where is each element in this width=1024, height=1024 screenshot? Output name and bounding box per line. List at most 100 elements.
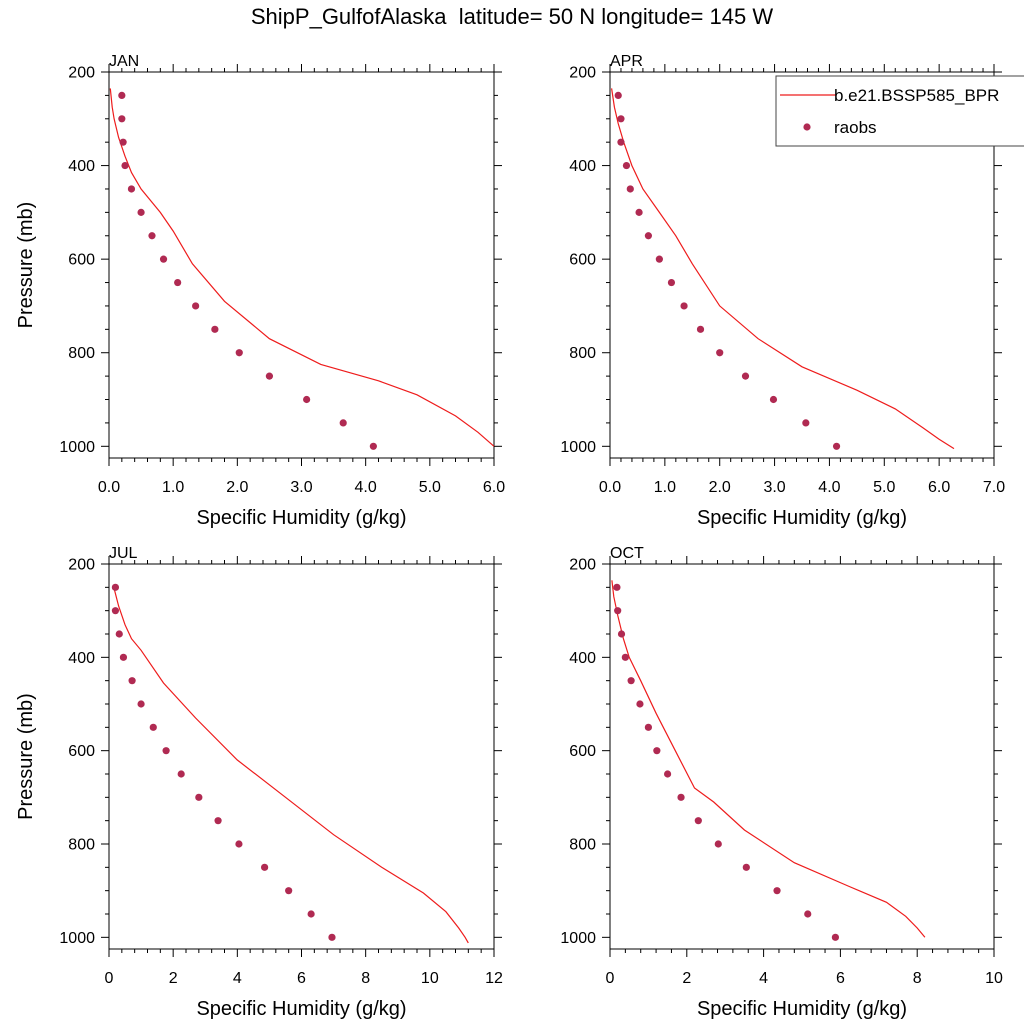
series-line-model [109, 88, 495, 447]
y-axis-label: Pressure (mb) [15, 693, 37, 820]
raobs-point [235, 349, 243, 357]
panel-label: APR [610, 53, 643, 70]
x-tick-label: 0 [606, 970, 615, 987]
raobs-point [613, 583, 621, 591]
y-axis-label: Pressure (mb) [15, 202, 37, 329]
raobs-point [614, 607, 622, 615]
raobs-point [664, 770, 672, 778]
series-line-model [611, 88, 955, 450]
raobs-point [716, 349, 724, 357]
x-tick-label: 3.0 [763, 479, 785, 496]
raobs-point [644, 232, 653, 240]
raobs-point [831, 933, 840, 941]
raobs-point [617, 630, 626, 638]
plot-frame [609, 71, 995, 459]
series-line-model [611, 580, 926, 938]
x-axis-label: Specific Humidity (g/kg) [196, 507, 406, 529]
y-tick-label: 1000 [560, 439, 596, 456]
raobs-point [622, 161, 631, 170]
y-tick-label: 200 [68, 557, 95, 574]
raobs-point [626, 185, 634, 193]
x-axis-label: Specific Humidity (g/kg) [196, 998, 406, 1020]
y-tick-label: 1000 [560, 930, 596, 947]
panel-label: JAN [109, 53, 139, 70]
y-tick-label: 600 [569, 252, 596, 269]
y-tick-label: 400 [68, 650, 95, 667]
raobs-point [655, 255, 663, 263]
raobs-point [694, 817, 702, 825]
x-tick-label: 8 [913, 970, 922, 987]
raobs-point [804, 910, 812, 918]
raobs-point [177, 770, 185, 778]
raobs-point [617, 138, 625, 146]
x-tick-label: 4.0 [355, 479, 377, 496]
y-tick-label: 400 [569, 158, 596, 175]
legend-box [775, 75, 1024, 147]
x-tick-label: 6 [836, 970, 845, 987]
panel-jan: JAN 200 400 600 800 1000 0.0 1.0 2.0 3.0 4.0 5.0 6.0… [15, 53, 505, 529]
raobs-point [636, 700, 644, 708]
x-tick-label: 0.0 [98, 479, 120, 496]
raobs-point [111, 583, 120, 591]
raobs-point [121, 161, 129, 170]
raobs-point [653, 747, 661, 755]
legend-label-model: b.e21.BSSP585_BPR [834, 86, 999, 105]
x-tick-label: 0.0 [599, 479, 621, 496]
x-tick-label: 1.0 [654, 479, 676, 496]
x-tick-label: 4.0 [818, 479, 840, 496]
panel-jul: JUL 200 400 600 800 1000 0 2 4 6 8 10 12 Specific Hum… [15, 545, 503, 1020]
raobs-point [128, 677, 136, 685]
raobs-point [614, 91, 622, 99]
legend-marker-swatch [803, 123, 811, 131]
y-tick-label: 600 [68, 743, 95, 760]
raobs-point [261, 863, 269, 871]
raobs-point [159, 255, 168, 263]
y-tick-label: 200 [569, 557, 596, 574]
raobs-point [307, 910, 315, 918]
x-tick-label: 2.0 [226, 479, 248, 496]
y-tick-label: 400 [68, 158, 95, 175]
raobs-point [635, 208, 643, 216]
raobs-point [174, 278, 182, 287]
y-tick-label: 200 [569, 65, 596, 82]
y-tick-label: 800 [569, 345, 596, 362]
raobs-point [832, 442, 841, 450]
raobs-point [285, 887, 293, 895]
raobs-point [235, 840, 243, 848]
panel-oct: OCT 200 400 600 800 1000 0 2 4 6 8 10 Specific Humid… [560, 545, 1003, 1020]
raobs-point [127, 185, 136, 193]
x-axis-label: Specific Humidity (g/kg) [697, 998, 907, 1020]
x-tick-label: 0 [105, 970, 114, 987]
x-tick-label: 2 [682, 970, 691, 987]
raobs-point [627, 677, 635, 685]
raobs-point [148, 232, 156, 240]
x-tick-label: 4 [759, 970, 768, 987]
plot-frame [108, 563, 495, 950]
raobs-point [137, 700, 145, 708]
x-tick-label: 5.0 [873, 479, 895, 496]
y-tick-label: 400 [569, 650, 596, 667]
y-tick-label: 200 [68, 65, 95, 82]
raobs-point [328, 933, 336, 941]
figure-title: ShipP_GulfofAlaska latitude= 50 N longit… [250, 4, 774, 29]
raobs-point [265, 372, 274, 380]
raobs-point [677, 793, 685, 801]
raobs-point [211, 325, 219, 333]
raobs-point [115, 630, 123, 638]
x-tick-label: 8 [361, 970, 370, 987]
y-tick-label: 800 [68, 837, 95, 854]
x-tick-label: 2 [169, 970, 178, 987]
x-tick-label: 6.0 [483, 479, 505, 496]
y-tick-label: 1000 [59, 439, 95, 456]
raobs-point [119, 653, 128, 661]
raobs-point [119, 138, 127, 146]
x-tick-label: 6.0 [928, 479, 950, 496]
raobs-point [617, 115, 625, 123]
plot-frame [108, 71, 495, 459]
raobs-point [742, 863, 750, 871]
panel-apr: APR 200 400 600 800 1000 0.0 1.0 2.0 3.0 4.0 5.0 6.0… [560, 53, 1005, 529]
raobs-point [696, 325, 705, 333]
y-tick-label: 600 [569, 743, 596, 760]
